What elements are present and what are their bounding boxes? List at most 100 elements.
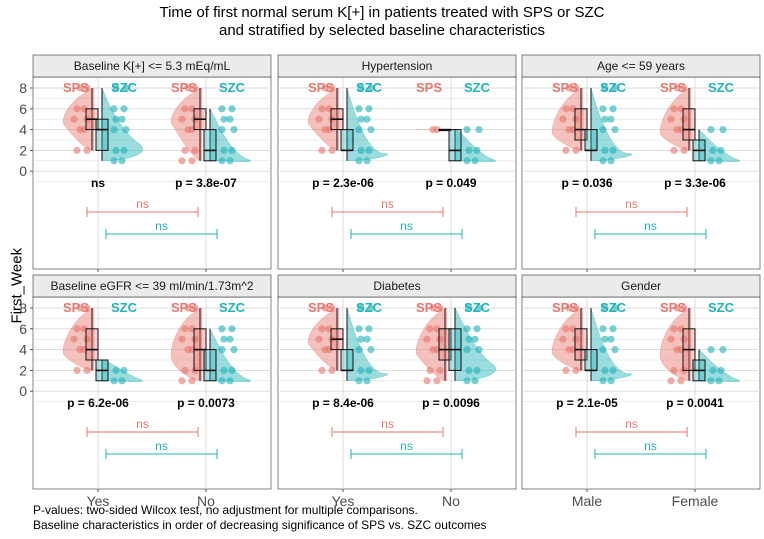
facet-2-label-sps: SPS xyxy=(416,80,442,95)
facet-1-boxplot-szc-2-box xyxy=(203,129,217,162)
facet-5-point-sps xyxy=(436,335,444,343)
facet-3-point-szc xyxy=(611,84,619,92)
chart-title: Time of first normal serum K[+] in patie… xyxy=(0,4,764,40)
facet-1-point-szc xyxy=(112,146,120,154)
facet-2-point-sps xyxy=(433,126,441,134)
facet-5-strip xyxy=(277,274,517,298)
facet-1-point-szc xyxy=(218,126,226,134)
y-tick-label: 4 xyxy=(19,342,27,358)
facet-1-boxplot-szc-1-box xyxy=(95,118,109,151)
facet-1-point-szc xyxy=(226,115,234,123)
facet-1-point-szc xyxy=(110,157,118,165)
facet-5-boxplot-sps-2-box xyxy=(438,328,452,361)
facet-1-point-szc xyxy=(118,157,126,165)
facet-4-label-szc: SZC xyxy=(111,300,138,315)
facet-4-point-szc xyxy=(226,335,234,343)
facet-3-pvalue-2: p = 3.3e-06 xyxy=(664,176,726,190)
facet-5-point-sps xyxy=(433,377,441,385)
facet-4-boxplot-sps-1-box xyxy=(85,328,99,361)
facet-1-point-szc xyxy=(110,126,118,134)
facet-3-point-szc xyxy=(611,126,619,134)
facet-5-point-sps xyxy=(318,366,326,374)
facet-3-point-sps xyxy=(572,84,580,92)
facet-4-point-sps xyxy=(70,335,78,343)
facet-6-point-sps xyxy=(670,325,678,333)
facet-5-x-label-1: Yes xyxy=(332,493,355,509)
facet-6-point-szc xyxy=(601,304,609,312)
facet-6-point-szc xyxy=(599,346,607,354)
facet-5-point-szc xyxy=(475,304,483,312)
facet-3-strip xyxy=(521,54,761,78)
facet-6-point-szc xyxy=(607,335,615,343)
facet-6-point-szc xyxy=(609,325,617,333)
facet-5-label-sps: SPS xyxy=(308,300,334,315)
facet-3-point-sps xyxy=(680,146,688,154)
facet-1-point-sps xyxy=(181,146,189,154)
facet-1-point-szc xyxy=(218,157,226,165)
facet-6-point-szc xyxy=(599,325,607,333)
facet-3-cloud-szc-1 xyxy=(590,87,632,162)
facet-1-point-sps xyxy=(178,115,186,123)
facet-2-point-szc xyxy=(355,157,363,165)
facet-4-point-szc xyxy=(218,325,226,333)
chart-title-line-1: Time of first normal serum K[+] in patie… xyxy=(159,4,605,21)
facet-4-pvalue-1: p = 6.2e-06 xyxy=(67,396,129,410)
facet-5-point-sps xyxy=(423,377,431,385)
facet-1-label-sps: SPS xyxy=(63,80,89,95)
facet-4-bracket-szc-label: ns xyxy=(155,439,168,453)
facet-3-point-szc xyxy=(601,84,609,92)
facet-1-point-szc xyxy=(228,105,236,113)
facet-5-point-szc xyxy=(365,325,373,333)
facet-1-bracket-szc-label: ns xyxy=(155,219,168,233)
facet-4-point-szc xyxy=(110,377,118,385)
facet-1-point-sps xyxy=(83,146,91,154)
facet-4-boxplot-szc-2-box xyxy=(203,349,217,382)
facet-1-label-szc: SZC xyxy=(219,80,246,95)
y-tick-label: 0 xyxy=(19,383,27,399)
facet-6-panel xyxy=(521,296,761,490)
facet-3-point-sps xyxy=(680,84,688,92)
facet-4-strip-label: Baseline eGFR <= 39 ml/min/1.73m^2 xyxy=(50,279,253,293)
caption: P-values: two-sided Wilcox test, no adju… xyxy=(33,503,487,533)
facet-3-label-sps: SPS xyxy=(552,80,578,95)
facet-6-label-sps: SPS xyxy=(660,300,686,315)
facet-1-point-szc xyxy=(230,126,238,134)
facet-5-point-szc xyxy=(463,325,471,333)
facet-6-bracket-szc-label: ns xyxy=(644,439,657,453)
facet-5-point-sps xyxy=(318,325,326,333)
facet-4-pvalue-2: p = 0.0073 xyxy=(177,396,235,410)
facet-4-point-szc xyxy=(228,366,236,374)
facet-2-point-sps xyxy=(328,146,336,154)
facet-1-bracket-sps-label: ns xyxy=(136,197,149,211)
facet-4-point-sps xyxy=(83,304,91,312)
facet-5-cloud-szc-1 xyxy=(346,307,388,382)
facet-4-point-sps xyxy=(178,377,186,385)
facet-3-bracket-szc-label: ns xyxy=(644,219,657,233)
facet-2-cloud-szc-1 xyxy=(346,87,388,162)
facet-1-point-szc xyxy=(226,157,234,165)
facet-6-strip-label: Gender xyxy=(621,279,661,293)
caption-line-1: P-values: two-sided Wilcox test, no adju… xyxy=(33,503,418,517)
facet-4-point-sps xyxy=(83,366,91,374)
y-tick-label: 8 xyxy=(19,80,27,96)
y-tick-label: 4 xyxy=(19,122,27,138)
facet-2-point-szc xyxy=(367,84,375,92)
facet-4-point-sps xyxy=(191,335,199,343)
facet-3-boxplot-sps-1-box xyxy=(574,108,588,141)
y-tick-label: 8 xyxy=(19,300,27,316)
facet-3-bracket-sps-label: ns xyxy=(625,197,638,211)
facet-2-point-szc xyxy=(365,105,373,113)
facet-6-point-szc xyxy=(707,377,715,385)
facet-3-point-sps xyxy=(673,84,681,92)
facet-3-panel xyxy=(521,76,761,270)
facet-5-label-szc: SZC xyxy=(356,300,383,315)
facet-1-point-sps xyxy=(178,157,186,165)
facet-5-point-szc xyxy=(357,366,365,374)
facet-6-point-szc xyxy=(717,366,725,374)
y-tick-label: 0 xyxy=(19,163,27,179)
facet-4-point-szc xyxy=(118,377,126,385)
facet-6-pvalue-1: p = 2.1e-05 xyxy=(556,396,618,410)
facet-5-bracket-szc-label: ns xyxy=(400,439,413,453)
y-tick-label: 6 xyxy=(19,321,27,337)
